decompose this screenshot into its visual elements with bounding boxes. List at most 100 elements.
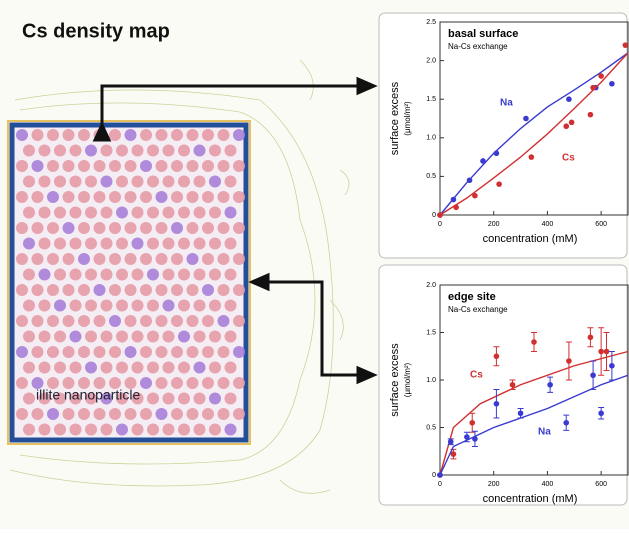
atom bbox=[155, 284, 168, 296]
atom bbox=[109, 346, 121, 358]
atom bbox=[209, 299, 221, 312]
atom bbox=[217, 160, 230, 172]
x-tick-label: 0 bbox=[438, 481, 442, 488]
atom bbox=[193, 144, 206, 157]
atom bbox=[78, 408, 90, 420]
atom bbox=[224, 268, 237, 281]
atom bbox=[62, 129, 75, 141]
atom bbox=[116, 299, 128, 312]
x-tick-label: 400 bbox=[542, 481, 554, 488]
atom bbox=[233, 191, 245, 203]
atom bbox=[69, 330, 82, 343]
atom bbox=[109, 377, 121, 389]
atom bbox=[31, 408, 44, 420]
atom bbox=[202, 408, 214, 420]
data-point bbox=[472, 436, 478, 442]
atom bbox=[62, 346, 75, 358]
atom bbox=[155, 408, 168, 420]
atom bbox=[62, 191, 75, 203]
atom bbox=[162, 206, 175, 219]
atom bbox=[93, 253, 106, 265]
atom bbox=[186, 315, 199, 327]
atom bbox=[100, 268, 113, 281]
atom bbox=[16, 160, 28, 172]
atom bbox=[100, 175, 113, 188]
atom bbox=[54, 392, 66, 405]
atom bbox=[131, 423, 144, 436]
atom bbox=[171, 408, 183, 420]
atom bbox=[54, 268, 66, 281]
atom bbox=[47, 129, 59, 141]
atom bbox=[78, 222, 90, 234]
atom bbox=[100, 206, 113, 219]
atom bbox=[38, 144, 51, 157]
atom bbox=[23, 144, 35, 157]
atom bbox=[131, 144, 144, 157]
atom bbox=[85, 299, 97, 312]
data-point bbox=[598, 410, 604, 417]
data-point bbox=[517, 410, 524, 417]
atom bbox=[202, 222, 214, 234]
atom bbox=[62, 408, 75, 420]
atom bbox=[171, 284, 183, 296]
atom bbox=[116, 206, 128, 219]
atom bbox=[93, 191, 106, 203]
data-point bbox=[609, 362, 615, 369]
atom bbox=[209, 237, 221, 250]
atom bbox=[47, 160, 59, 172]
data-point bbox=[493, 400, 500, 407]
atom bbox=[62, 222, 75, 234]
atom bbox=[178, 330, 190, 343]
series-label: Cs bbox=[562, 153, 575, 164]
atom bbox=[209, 330, 221, 343]
atom bbox=[186, 253, 199, 265]
atom bbox=[162, 299, 175, 312]
atom bbox=[155, 377, 168, 389]
atom bbox=[116, 330, 128, 343]
atom bbox=[54, 175, 66, 188]
atom bbox=[85, 330, 97, 343]
atom bbox=[109, 315, 121, 327]
atom bbox=[140, 284, 152, 296]
atom bbox=[131, 237, 144, 250]
atom bbox=[16, 222, 28, 234]
data-point bbox=[568, 119, 575, 126]
atom bbox=[31, 284, 44, 296]
atom bbox=[193, 299, 206, 312]
atom bbox=[147, 268, 159, 281]
atom bbox=[31, 160, 44, 172]
x-tick-label: 200 bbox=[488, 481, 500, 488]
fit-line bbox=[439, 350, 629, 476]
atom bbox=[54, 423, 66, 436]
atom bbox=[16, 191, 28, 203]
atom bbox=[116, 237, 128, 250]
atom bbox=[131, 206, 144, 219]
x-tick-label: 0 bbox=[438, 221, 442, 228]
atom bbox=[224, 361, 237, 374]
atom bbox=[124, 253, 137, 265]
atom bbox=[23, 206, 35, 219]
y-tick-label: 1.5 bbox=[426, 96, 436, 103]
atom bbox=[209, 423, 221, 436]
atom bbox=[78, 346, 90, 358]
atom bbox=[217, 222, 230, 234]
atom bbox=[78, 191, 90, 203]
atom bbox=[23, 175, 35, 188]
atom bbox=[85, 206, 97, 219]
atom bbox=[140, 160, 152, 172]
atom bbox=[171, 346, 183, 358]
atom bbox=[31, 191, 44, 203]
atom bbox=[124, 222, 137, 234]
atom bbox=[47, 346, 59, 358]
atom bbox=[140, 191, 152, 203]
atom bbox=[78, 315, 90, 327]
y-tick-label: 1.5 bbox=[426, 329, 436, 336]
atom bbox=[224, 330, 237, 343]
atom bbox=[85, 175, 97, 188]
atom bbox=[147, 206, 159, 219]
atom bbox=[178, 392, 190, 405]
atom bbox=[202, 284, 214, 296]
atom bbox=[23, 361, 35, 374]
atom bbox=[186, 129, 199, 141]
atom bbox=[85, 423, 97, 436]
